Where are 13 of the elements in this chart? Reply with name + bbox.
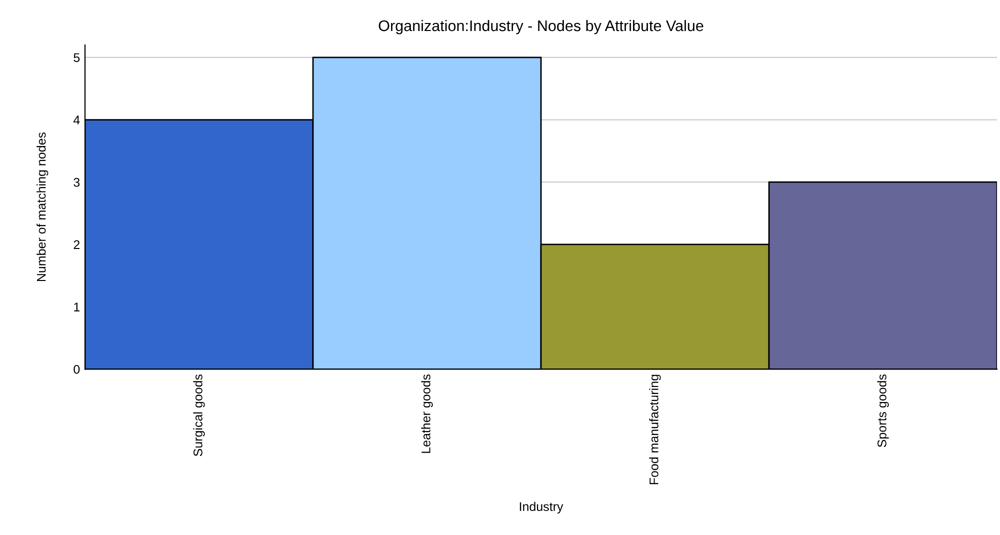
x-axis-title: Industry: [520, 502, 564, 514]
y-tick-label: 3: [74, 178, 80, 187]
x-tick-label: Leather goods: [421, 374, 433, 453]
x-tick-label: Surgical goods: [193, 374, 205, 456]
y-tick-label: 4: [73, 116, 80, 124]
y-tick-label: 0: [74, 364, 80, 374]
x-tick-label: Sports goods: [877, 374, 889, 448]
chart-title: Organization:Industry - Nodes by Attribute Value: [378, 20, 704, 34]
y-axis-title: Number of matching nodes: [36, 132, 48, 282]
y-tick-label: 1: [74, 302, 80, 312]
y-tick-label: 5: [74, 53, 80, 62]
x-tick-label: Food manufacturing: [649, 374, 661, 484]
y-tick-label: 2: [74, 240, 80, 249]
